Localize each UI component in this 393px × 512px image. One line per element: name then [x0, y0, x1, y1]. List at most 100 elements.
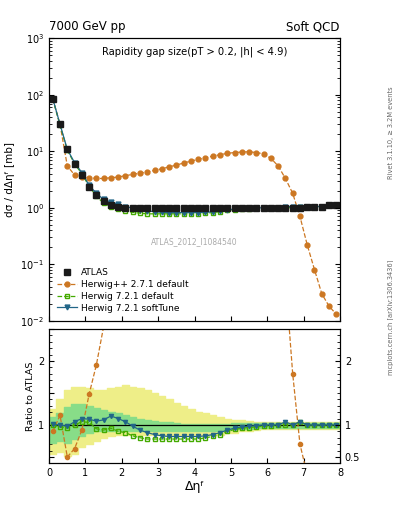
Herwig 7.2.1 default	[145, 211, 150, 217]
ATLAS	[305, 203, 310, 209]
Herwig 7.2.1 softTune	[94, 190, 99, 197]
Herwig 7.2.1 softTune	[210, 209, 215, 215]
Herwig 7.2.1 softTune	[167, 209, 171, 216]
ATLAS	[225, 205, 230, 211]
Herwig 7.2.1 softTune	[327, 202, 331, 208]
Herwig 7.2.1 softTune	[145, 208, 150, 214]
Herwig++ 2.7.1 default	[225, 150, 230, 156]
Herwig 7.2.1 default	[152, 211, 157, 217]
Text: ATLAS_2012_I1084540: ATLAS_2012_I1084540	[151, 237, 238, 246]
Herwig++ 2.7.1 default	[210, 153, 215, 159]
ATLAS	[218, 205, 222, 211]
ATLAS	[232, 205, 237, 211]
Herwig++ 2.7.1 default	[50, 96, 55, 102]
Herwig++ 2.7.1 default	[276, 163, 281, 169]
ATLAS	[160, 205, 164, 211]
Line: Herwig 7.2.1 softTune: Herwig 7.2.1 softTune	[50, 96, 339, 215]
Herwig++ 2.7.1 default	[298, 214, 302, 220]
Herwig++ 2.7.1 default	[283, 176, 288, 182]
ATLAS	[101, 198, 106, 204]
Text: mcplots.cern.ch [arXiv:1306.3436]: mcplots.cern.ch [arXiv:1306.3436]	[387, 260, 393, 375]
Y-axis label: Ratio to ATLAS: Ratio to ATLAS	[26, 361, 35, 431]
Herwig++ 2.7.1 default	[320, 291, 324, 297]
Herwig 7.2.1 default	[203, 210, 208, 216]
Herwig++ 2.7.1 default	[305, 242, 310, 248]
ATLAS	[327, 202, 331, 208]
Herwig++ 2.7.1 default	[196, 156, 200, 162]
Herwig 7.2.1 softTune	[72, 160, 77, 166]
Herwig++ 2.7.1 default	[239, 149, 244, 155]
Herwig 7.2.1 softTune	[116, 201, 121, 207]
ATLAS	[261, 205, 266, 211]
Herwig 7.2.1 default	[210, 209, 215, 216]
ATLAS	[189, 205, 193, 211]
ATLAS	[152, 205, 157, 211]
ATLAS	[65, 146, 70, 152]
Legend: ATLAS, Herwig++ 2.7.1 default, Herwig 7.2.1 default, Herwig 7.2.1 softTune: ATLAS, Herwig++ 2.7.1 default, Herwig 7.…	[53, 265, 192, 316]
Herwig 7.2.1 softTune	[334, 202, 339, 208]
Herwig 7.2.1 default	[181, 211, 186, 217]
Text: Soft QCD: Soft QCD	[286, 20, 340, 33]
Herwig 7.2.1 softTune	[247, 205, 252, 211]
Herwig 7.2.1 softTune	[130, 205, 135, 211]
Herwig 7.2.1 default	[312, 203, 317, 209]
Herwig 7.2.1 default	[160, 211, 164, 217]
Herwig 7.2.1 default	[320, 203, 324, 209]
ATLAS	[247, 205, 252, 211]
Herwig++ 2.7.1 default	[152, 167, 157, 174]
Herwig++ 2.7.1 default	[174, 162, 179, 168]
Herwig 7.2.1 softTune	[261, 205, 266, 211]
Herwig++ 2.7.1 default	[160, 166, 164, 172]
Herwig 7.2.1 default	[276, 205, 281, 211]
Herwig++ 2.7.1 default	[232, 150, 237, 156]
Herwig 7.2.1 default	[65, 147, 70, 153]
Herwig 7.2.1 default	[123, 208, 128, 214]
Herwig 7.2.1 softTune	[79, 169, 84, 176]
Y-axis label: dσ / dΔηᶠ [mb]: dσ / dΔηᶠ [mb]	[5, 142, 15, 217]
Herwig++ 2.7.1 default	[123, 173, 128, 179]
Herwig 7.2.1 softTune	[254, 205, 259, 211]
Herwig 7.2.1 default	[196, 211, 200, 217]
ATLAS	[283, 205, 288, 211]
Line: Herwig++ 2.7.1 default: Herwig++ 2.7.1 default	[50, 96, 339, 316]
Herwig++ 2.7.1 default	[108, 175, 113, 181]
Herwig 7.2.1 softTune	[58, 121, 62, 127]
ATLAS	[123, 205, 128, 211]
Herwig++ 2.7.1 default	[181, 160, 186, 166]
Herwig 7.2.1 softTune	[312, 203, 317, 209]
Herwig 7.2.1 softTune	[232, 206, 237, 212]
Herwig++ 2.7.1 default	[247, 148, 252, 155]
Herwig++ 2.7.1 default	[138, 170, 142, 176]
Herwig 7.2.1 softTune	[196, 209, 200, 216]
Herwig 7.2.1 softTune	[203, 209, 208, 216]
Herwig 7.2.1 default	[87, 183, 92, 189]
Herwig 7.2.1 softTune	[123, 203, 128, 209]
ATLAS	[290, 205, 295, 211]
Herwig 7.2.1 default	[298, 203, 302, 209]
Herwig 7.2.1 softTune	[50, 95, 55, 101]
ATLAS	[320, 203, 324, 209]
ATLAS	[72, 161, 77, 167]
Herwig 7.2.1 default	[108, 203, 113, 209]
ATLAS	[108, 202, 113, 208]
Herwig 7.2.1 default	[239, 206, 244, 212]
Herwig 7.2.1 default	[254, 205, 259, 211]
Herwig 7.2.1 softTune	[239, 205, 244, 211]
ATLAS	[145, 205, 150, 211]
Herwig 7.2.1 default	[305, 203, 310, 209]
Herwig 7.2.1 softTune	[298, 203, 302, 209]
Herwig 7.2.1 default	[218, 209, 222, 215]
Herwig++ 2.7.1 default	[65, 163, 70, 169]
Text: Rapidity gap size(pT > 0.2, |h| < 4.9): Rapidity gap size(pT > 0.2, |h| < 4.9)	[102, 47, 287, 57]
Herwig++ 2.7.1 default	[72, 172, 77, 178]
Herwig 7.2.1 softTune	[160, 209, 164, 216]
Herwig++ 2.7.1 default	[87, 175, 92, 181]
Herwig 7.2.1 default	[327, 202, 331, 208]
Herwig 7.2.1 default	[50, 96, 55, 102]
X-axis label: Δηᶠ: Δηᶠ	[184, 480, 205, 493]
Herwig++ 2.7.1 default	[327, 303, 331, 309]
Herwig++ 2.7.1 default	[189, 158, 193, 164]
Line: Herwig 7.2.1 default: Herwig 7.2.1 default	[50, 96, 339, 216]
ATLAS	[130, 205, 135, 211]
Herwig 7.2.1 default	[225, 207, 230, 214]
